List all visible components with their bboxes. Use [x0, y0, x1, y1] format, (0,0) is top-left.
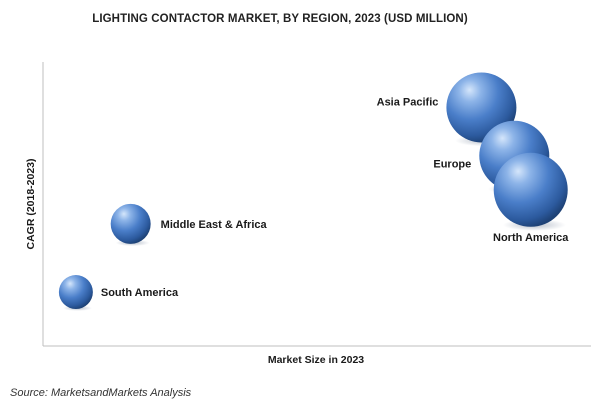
- x-axis-label: Market Size in 2023: [268, 354, 364, 366]
- bubble-layer: [58, 72, 568, 311]
- bubble-label-europe: Europe: [433, 159, 471, 171]
- bubble-label-asia-pacific: Asia Pacific: [377, 96, 439, 108]
- y-axis-label: CAGR (2018-2023): [25, 158, 37, 249]
- bubble-label-north-america: North America: [493, 232, 569, 244]
- bubble-point: [110, 203, 151, 244]
- bubble-north-america: [493, 152, 568, 231]
- bubble-point: [493, 152, 568, 227]
- bubble-south-america: [58, 275, 93, 311]
- bubble-label-middle-east-africa: Middle East & Africa: [161, 219, 268, 231]
- bubble-middle-east-africa: [110, 203, 151, 247]
- bubble-label-south-america: South America: [101, 287, 179, 299]
- bubble-label-layer: South America Middle East & Africa Asia Pa…: [101, 96, 569, 299]
- bubble-point: [58, 275, 93, 310]
- source-note: Source: MarketsandMarkets Analysis: [10, 387, 192, 399]
- chart-title: LIGHTING CONTACTOR MARKET, BY REGION, 20…: [92, 13, 468, 25]
